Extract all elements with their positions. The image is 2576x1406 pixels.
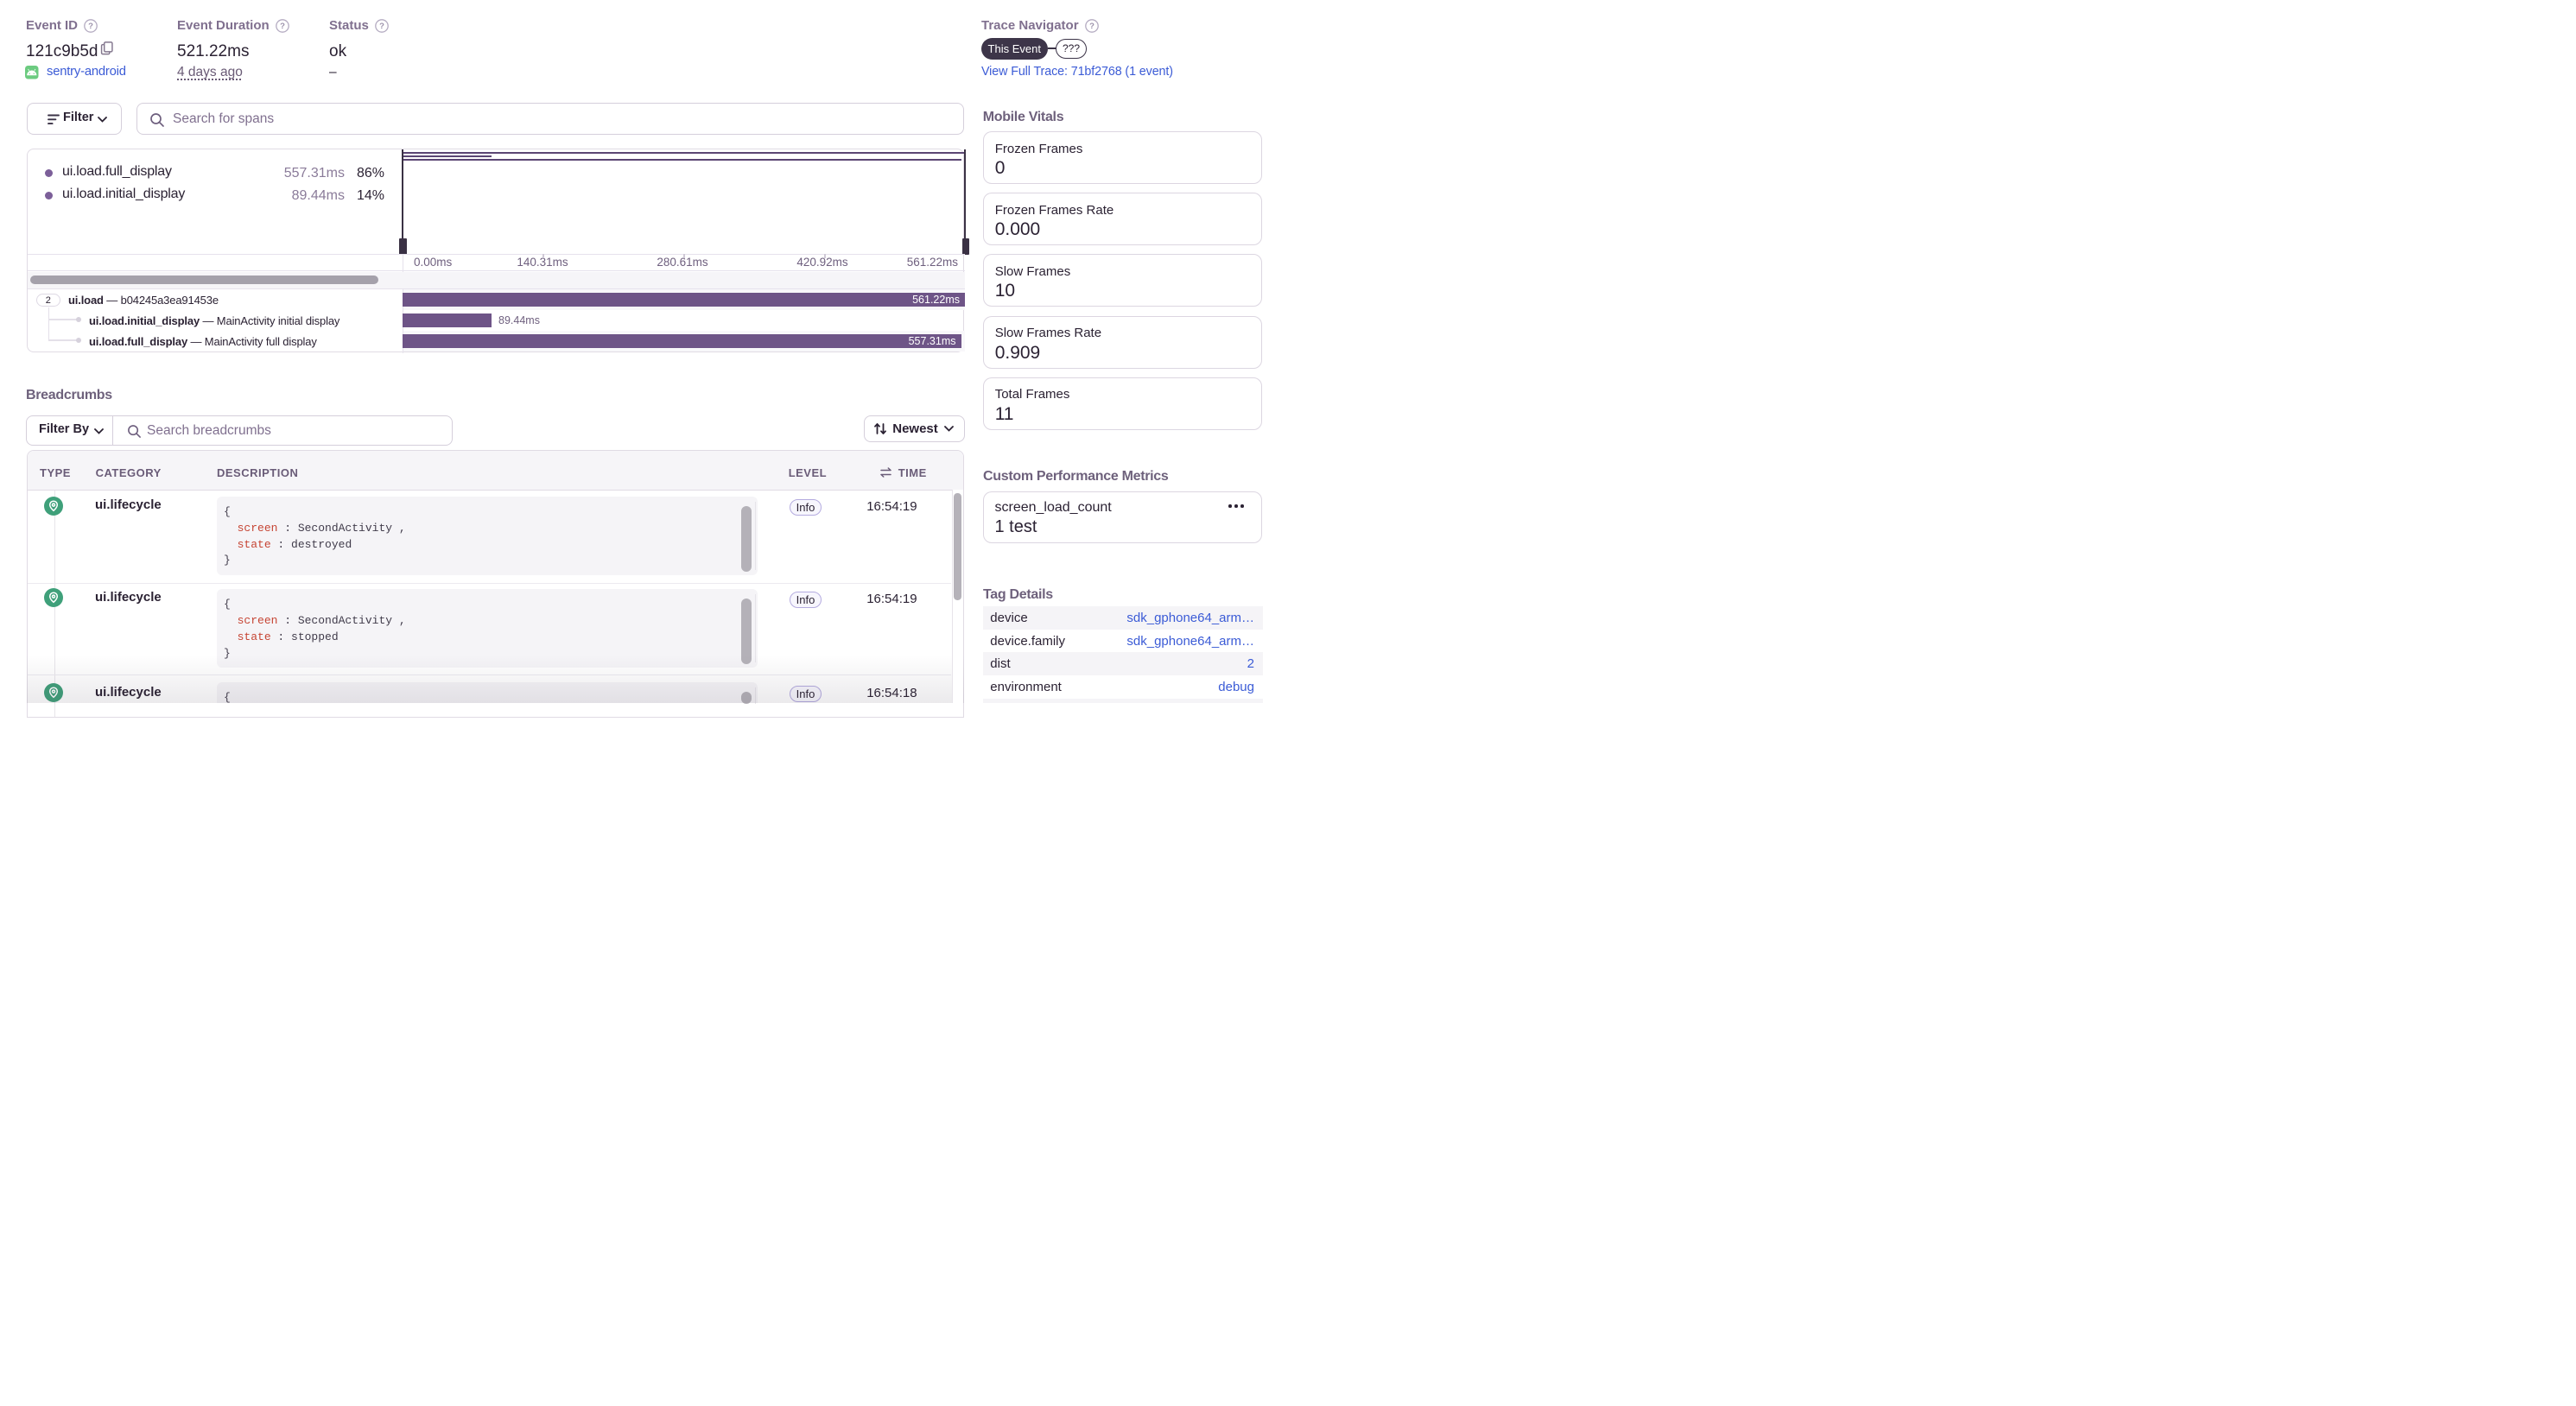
svg-text:?: ? <box>1089 22 1094 31</box>
svg-text:?: ? <box>280 22 285 31</box>
svg-text:?: ? <box>88 22 93 31</box>
svg-text:?: ? <box>379 22 384 31</box>
